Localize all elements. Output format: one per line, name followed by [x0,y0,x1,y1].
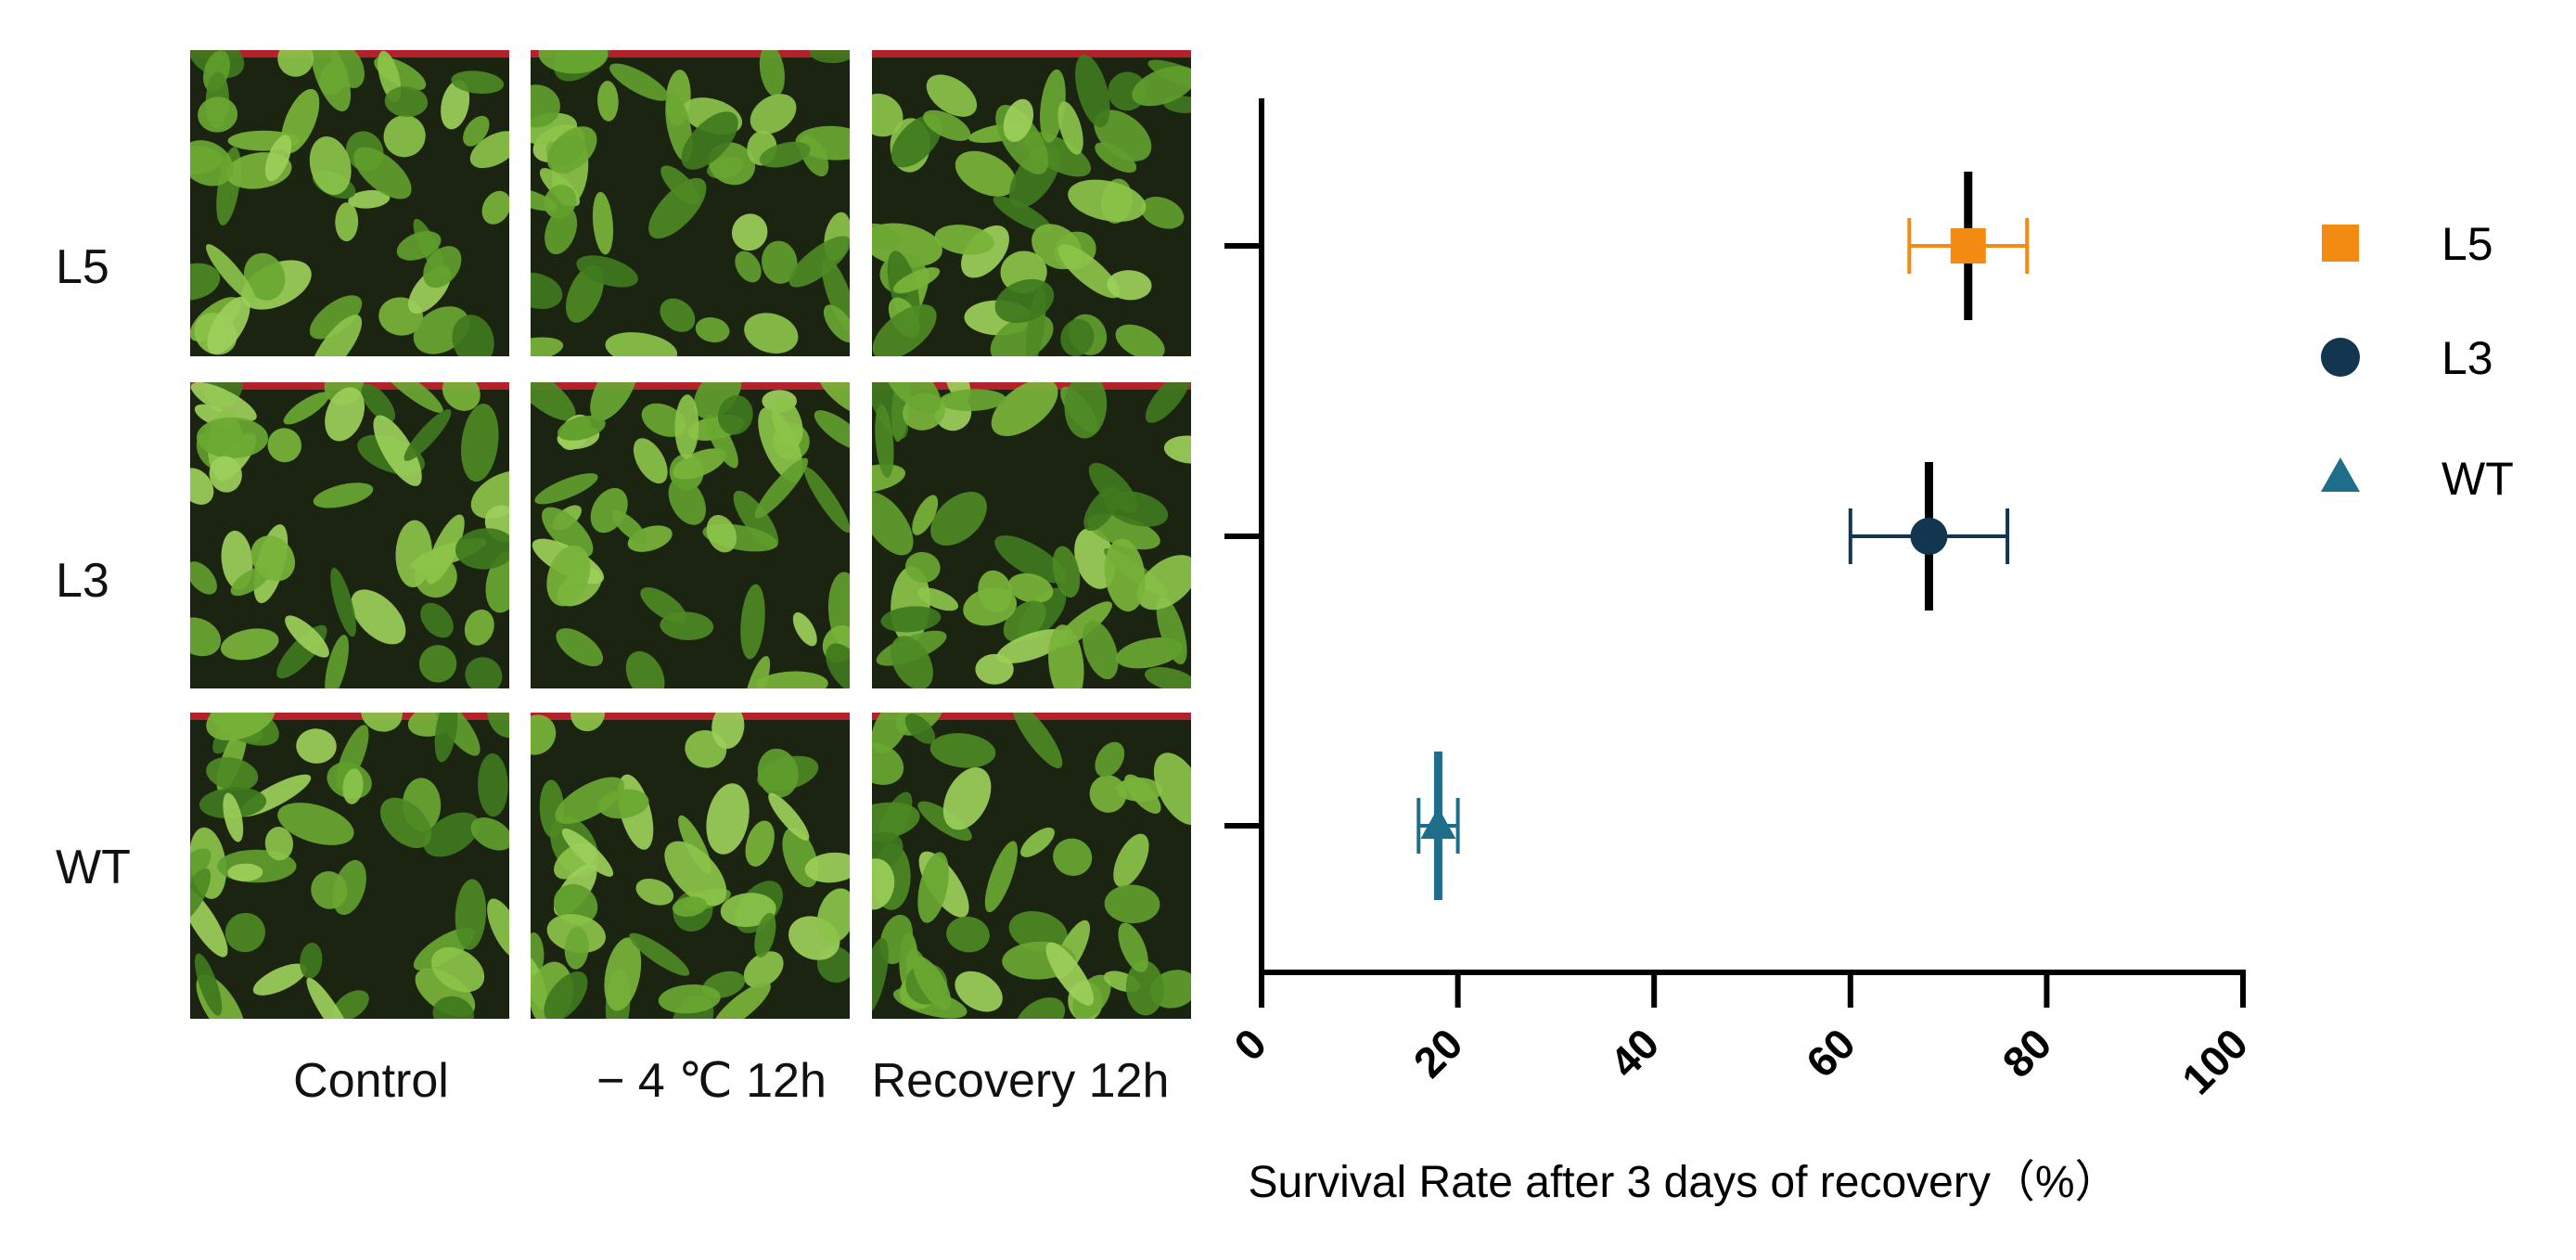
plant-photo-l3-control [190,382,509,688]
data-point-group-wt [1416,752,1460,900]
legend-marker-l3 [2321,338,2360,377]
x-tick-label-40: 40 [1600,1019,1668,1086]
legend-marker-wt [2321,457,2360,492]
row-label-wt: WT [56,841,131,894]
x-tick-label-80: 80 [1993,1019,2061,1086]
row-label-l5: L5 [56,240,109,294]
column-label-control: Control [293,1054,449,1108]
legend-item-l3: L3 [2321,332,2493,384]
marker-l3 [1910,518,1948,555]
plant-photo-wt-recovery [872,713,1191,1019]
x-axis-label: Survival Rate after 3 days of recovery（%… [1248,1158,2119,1207]
legend-label-l3: L3 [2441,332,2493,384]
x-axis-ticks: 0 20 40 60 80 100 [1224,972,2257,1103]
plant-photo-l3-recovery [872,382,1191,688]
chart-axes [1224,98,2246,975]
legend-label-wt: WT [2441,453,2514,505]
x-tick-label-0: 0 [1224,1019,1275,1070]
data-point-group-l3 [1848,462,2010,611]
data-point-group-l5 [1907,172,2030,320]
x-tick-label-20: 20 [1404,1019,1472,1086]
legend-item-wt: WT [2321,453,2514,505]
plant-photo-wt-control [190,713,509,1019]
marker-l5 [1950,228,1986,264]
column-label-cold-treatment: − 4 ℃ 12h [596,1054,827,1108]
plant-photo-l5-recovery [872,50,1191,356]
plant-photo-l3-cold [531,382,850,688]
plant-photo-l5-cold [531,50,850,356]
marker-wt [1420,807,1456,839]
legend-item-l5: L5 [2322,218,2493,270]
legend-label-l5: L5 [2441,218,2493,270]
legend-marker-l5 [2322,225,2359,262]
x-tick-label-100: 100 [2172,1019,2257,1103]
row-label-l3: L3 [56,554,109,608]
plant-photo-l5-control [190,50,509,356]
data-points [1416,172,2030,900]
legend: L5 L3 WT [2321,218,2514,505]
x-tick-label-60: 60 [1797,1019,1865,1086]
plant-photo-wt-cold [531,713,850,1019]
column-label-recovery: Recovery 12h [871,1054,1170,1108]
